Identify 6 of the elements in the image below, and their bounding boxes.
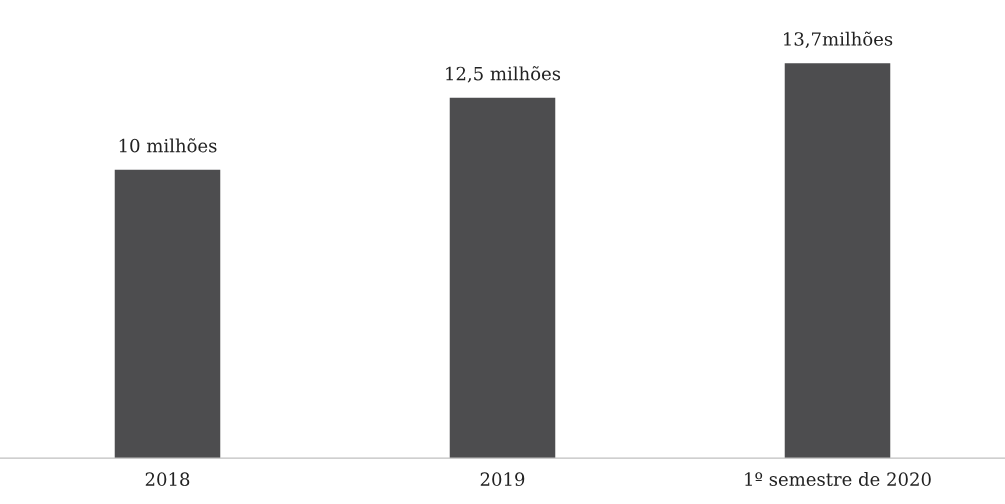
data-label: 12,5 milhões [446,66,561,83]
x-tick-label: 1º semestre de 2020 [745,472,931,486]
x-tick-label: 2018 [145,472,190,486]
data-label: 10 milhões [119,138,217,153]
x-tick-label: 2019 [480,472,525,486]
data-label: 13,7milhões [784,31,893,49]
